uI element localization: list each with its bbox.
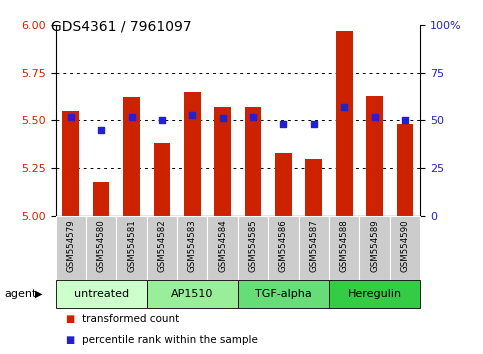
- Point: [97, 127, 105, 133]
- Text: agent: agent: [5, 289, 37, 299]
- Bar: [116, 216, 147, 280]
- Bar: [359, 216, 390, 280]
- Bar: [93, 182, 110, 216]
- Bar: [177, 216, 208, 280]
- Bar: [329, 216, 359, 280]
- Text: untreated: untreated: [73, 289, 128, 299]
- Text: GSM554586: GSM554586: [279, 219, 288, 272]
- Bar: [366, 96, 383, 216]
- Bar: [336, 30, 353, 216]
- Point: [128, 114, 135, 119]
- Bar: [147, 216, 177, 280]
- Point: [67, 114, 74, 119]
- Text: GSM554581: GSM554581: [127, 219, 136, 272]
- Text: GSM554582: GSM554582: [157, 219, 167, 272]
- Bar: [268, 216, 298, 280]
- Text: transformed count: transformed count: [82, 314, 179, 324]
- Text: AP1510: AP1510: [171, 289, 213, 299]
- Point: [188, 112, 196, 118]
- Point: [280, 121, 287, 127]
- Bar: [238, 280, 329, 308]
- Point: [158, 118, 166, 123]
- Point: [310, 121, 318, 127]
- Bar: [305, 159, 322, 216]
- Text: GSM554588: GSM554588: [340, 219, 349, 272]
- Text: GSM554580: GSM554580: [97, 219, 106, 272]
- Text: GSM554590: GSM554590: [400, 219, 410, 272]
- Text: GSM554579: GSM554579: [66, 219, 75, 272]
- Bar: [275, 153, 292, 216]
- Point: [219, 116, 227, 121]
- Bar: [329, 280, 420, 308]
- Text: GSM554587: GSM554587: [309, 219, 318, 272]
- Text: ▶: ▶: [35, 289, 43, 299]
- Bar: [123, 97, 140, 216]
- Bar: [184, 92, 200, 216]
- Bar: [298, 216, 329, 280]
- Text: GSM554585: GSM554585: [249, 219, 257, 272]
- Text: ■: ■: [65, 335, 74, 345]
- Bar: [56, 280, 147, 308]
- Text: percentile rank within the sample: percentile rank within the sample: [82, 335, 258, 345]
- Bar: [238, 216, 268, 280]
- Point: [341, 104, 348, 110]
- Point: [401, 118, 409, 123]
- Bar: [390, 216, 420, 280]
- Point: [249, 114, 257, 119]
- Bar: [147, 280, 238, 308]
- Bar: [86, 216, 116, 280]
- Bar: [208, 216, 238, 280]
- Bar: [56, 216, 86, 280]
- Point: [371, 114, 379, 119]
- Bar: [62, 111, 79, 216]
- Bar: [397, 124, 413, 216]
- Bar: [214, 107, 231, 216]
- Bar: [245, 107, 261, 216]
- Text: GSM554589: GSM554589: [370, 219, 379, 272]
- Text: ■: ■: [65, 314, 74, 324]
- Text: GSM554583: GSM554583: [188, 219, 197, 272]
- Text: GDS4361 / 7961097: GDS4361 / 7961097: [51, 19, 191, 34]
- Text: GSM554584: GSM554584: [218, 219, 227, 272]
- Text: Heregulin: Heregulin: [348, 289, 402, 299]
- Text: TGF-alpha: TGF-alpha: [255, 289, 312, 299]
- Bar: [154, 143, 170, 216]
